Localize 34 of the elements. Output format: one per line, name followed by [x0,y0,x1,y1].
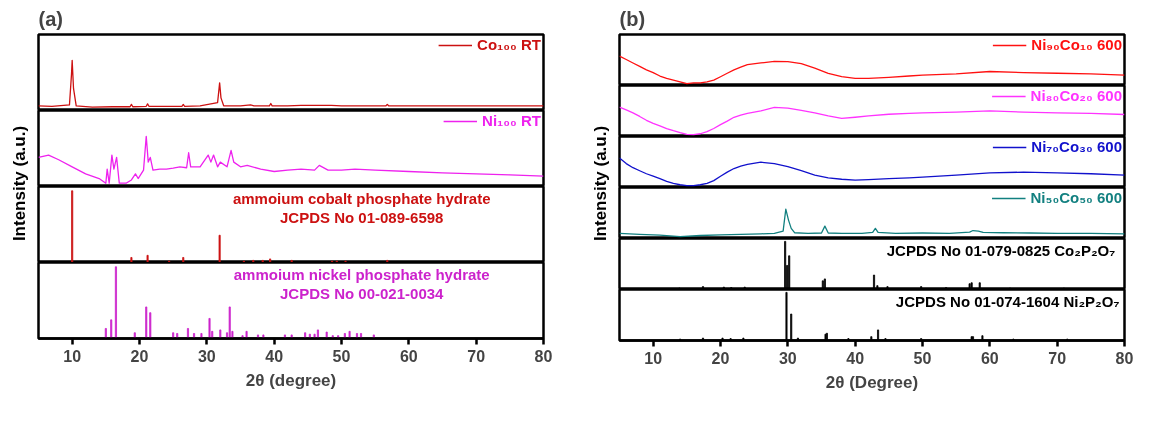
x-tick-label: 50 [913,349,932,367]
x-tick-label: 60 [980,349,999,367]
annotation: ammoium nickel phosphate hydrate [233,265,490,283]
x-axis-title: 2θ (degree) [245,370,337,390]
legend-label: Ni₁₀₀ RT [482,112,541,129]
legend-label: Ni₇₀Co₃₀ 600 [1031,138,1122,155]
annotation: JCPDS No 01-089-6598 [279,208,444,226]
x-tick-label: 50 [332,347,351,365]
annotation: ammoium cobalt phosphate hydrate [232,189,491,207]
annotation: JCPDS No 00-021-0034 [279,284,445,302]
legend-label: Ni₅₀Co₅₀ 600 [1030,189,1122,206]
x-tick-label: 10 [63,347,82,365]
x-tick-label: 80 [534,347,553,365]
legend-label: Ni₈₀Co₂₀ 600 [1030,87,1122,104]
x-tick-label: 60 [399,347,418,365]
annotation: JCPDS No 01-074-1604 Ni₂P₂O₇ [895,292,1120,310]
x-tick-label: 10 [644,349,663,367]
x-tick-label: 40 [846,349,865,367]
y-axis-title: Intensity (a.u.) [590,125,610,242]
x-tick-label: 30 [778,349,797,367]
annotation: JCPDS No 01-079-0825 Co₂P₂O₇ [886,241,1116,259]
x-tick-label: 20 [130,347,149,365]
x-tick-label: 70 [1048,349,1067,367]
x-tick-label: 30 [197,347,216,365]
x-tick-label: 40 [265,347,284,365]
x-tick-label: 20 [711,349,730,367]
x-axis-title: 2θ (Degree) [825,372,919,392]
legend-label: Co₁₀₀ RT [477,36,541,53]
x-tick-label: 70 [467,347,486,365]
text: (a) [38,7,63,30]
legend-label: Ni₉₀Co₁₀ 600 [1031,36,1122,53]
text: (b) [619,7,646,30]
x-tick-label: 80 [1115,349,1134,367]
y-axis-title: Intensity (a.u.) [9,125,29,242]
